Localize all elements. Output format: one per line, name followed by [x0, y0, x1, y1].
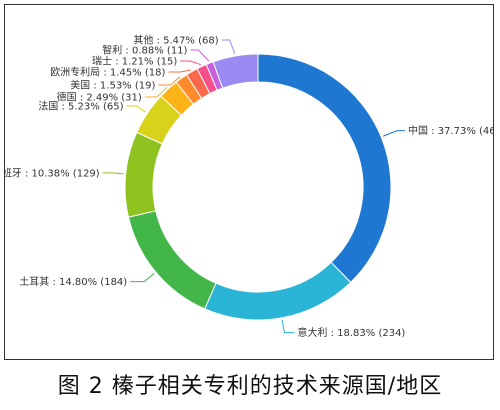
donut-slice — [212, 53, 259, 89]
slice-label: 其他 : 5.47% (68) — [133, 34, 218, 47]
leader-line — [158, 76, 181, 86]
slice-label: 意大利 : 18.83% (234) — [297, 326, 405, 339]
labels-layer: 中国 : 37.73% (469) 意大利 : 18.83% (234) 土耳其 :… — [5, 34, 493, 340]
slice-label: 欧洲专利局 : 1.45% (18) — [50, 66, 165, 79]
slice-label: 土耳其 : 14.80% (184) — [19, 275, 127, 288]
slice-label: 法国 : 5.23% (65) — [38, 100, 123, 113]
slice-label: 中国 : 37.73% (469) — [408, 124, 493, 137]
slice-label: 瑞士 : 1.21% (15) — [92, 55, 177, 68]
leader-line — [382, 130, 405, 137]
leader-line — [144, 86, 168, 98]
slices-layer — [124, 53, 392, 321]
donut-chart: 中国 : 37.73% (469) 意大利 : 18.83% (234) 土耳其 :… — [5, 34, 493, 340]
leader-line — [168, 69, 191, 73]
leader-line — [180, 60, 201, 66]
slice-label: 西班牙 : 10.38% (129) — [5, 167, 100, 179]
leader-line — [102, 172, 124, 175]
leader-line — [221, 39, 236, 55]
donut-slice — [124, 131, 163, 218]
leader-line — [190, 49, 210, 62]
chart-frame: 中国 : 37.73% (469) 意大利 : 18.83% (234) 土耳其 :… — [4, 4, 494, 360]
leader-line — [130, 272, 155, 283]
donut-slice — [257, 53, 392, 284]
donut-slice — [204, 261, 352, 321]
slice-label: 美国 : 1.53% (19) — [70, 79, 155, 92]
figure-caption: 图 2 榛子相关专利的技术来源国/地区 — [57, 374, 443, 399]
slice-label: 智利 : 0.88% (11) — [102, 44, 187, 57]
donut-slice — [127, 210, 217, 310]
slice-label: 德国 : 2.49% (31) — [57, 91, 142, 104]
leader-line — [281, 319, 295, 334]
leader-line — [126, 105, 146, 113]
